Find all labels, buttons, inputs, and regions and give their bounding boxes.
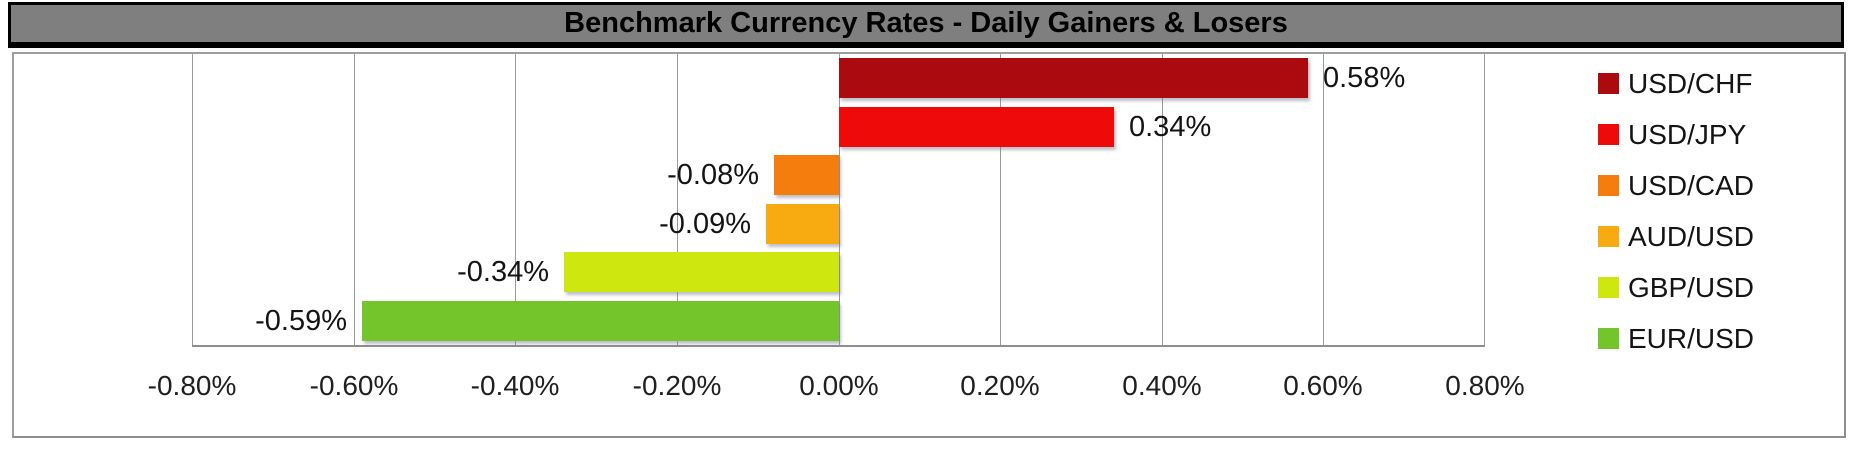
legend-swatch-icon <box>1598 226 1619 247</box>
x-tick-label: 0.60% <box>1283 370 1363 401</box>
chart-area: 0.58% 0.34% -0.08% -0.09% -0.34% -0.59% -0.80… <box>12 52 1846 438</box>
bar-value-label: 0.34% <box>1129 111 1212 143</box>
legend-swatch-icon <box>1598 277 1619 298</box>
gridline <box>1484 54 1485 345</box>
gridline <box>677 54 678 345</box>
bar-value-label: -0.09% <box>659 208 751 240</box>
legend-label: USD/CAD <box>1628 169 1755 201</box>
legend: USD/CHF USD/JPY USD/CAD AUD/USD GBP/USD EUR/U… <box>1598 58 1828 364</box>
legend-item-usd-jpy[interactable]: USD/JPY <box>1598 109 1828 160</box>
bar-usd-jpy[interactable] <box>839 107 1114 147</box>
x-tick-label: 0.20% <box>960 370 1040 401</box>
bar-usd-chf[interactable] <box>839 58 1308 98</box>
x-axis: -0.80% -0.60% -0.40% -0.20% 0.00% 0.20% 0.40% 0… <box>14 54 1844 436</box>
legend-swatch-icon <box>1598 124 1619 145</box>
bar-value-label: -0.59% <box>255 305 347 337</box>
legend-swatch-icon <box>1598 73 1619 94</box>
x-tick-label: -0.40% <box>470 370 560 401</box>
gridline <box>1323 54 1324 345</box>
plot-area: 0.58% 0.34% -0.08% -0.09% -0.34% -0.59% <box>192 54 1485 347</box>
bar-eur-usd[interactable] <box>362 301 839 341</box>
legend-label: AUD/USD <box>1628 220 1755 252</box>
x-tick-label: 0.00% <box>799 370 879 401</box>
gridline <box>192 54 193 345</box>
bar-aud-usd[interactable] <box>766 204 839 244</box>
bar-value-label: -0.08% <box>667 159 759 191</box>
gridline <box>839 54 840 345</box>
bar-gbp-usd[interactable] <box>564 252 839 292</box>
x-tick-label: -0.20% <box>632 370 722 401</box>
legend-item-gbp-usd[interactable]: GBP/USD <box>1598 262 1828 313</box>
gridline <box>1000 54 1001 345</box>
x-tick-label: 0.80% <box>1445 370 1525 401</box>
legend-item-usd-cad[interactable]: USD/CAD <box>1598 160 1828 211</box>
chart-title-bar: Benchmark Currency Rates - Daily Gainers… <box>8 2 1844 48</box>
legend-label: GBP/USD <box>1628 271 1755 303</box>
legend-item-usd-chf[interactable]: USD/CHF <box>1598 58 1828 109</box>
legend-label: EUR/USD <box>1628 322 1755 354</box>
bar-value-label: 0.58% <box>1323 62 1406 94</box>
legend-swatch-icon <box>1598 328 1619 349</box>
x-tick-label: 0.40% <box>1122 370 1202 401</box>
x-tick-label: -0.80% <box>147 370 237 401</box>
gridline <box>1162 54 1163 345</box>
bar-value-label: -0.34% <box>457 256 549 288</box>
gridline <box>354 54 355 345</box>
bar-usd-cad[interactable] <box>774 155 839 195</box>
chart-title: Benchmark Currency Rates - Daily Gainers… <box>564 7 1288 39</box>
legend-item-aud-usd[interactable]: AUD/USD <box>1598 211 1828 262</box>
legend-label: USD/JPY <box>1628 118 1747 150</box>
legend-swatch-icon <box>1598 175 1619 196</box>
x-tick-label: -0.60% <box>309 370 399 401</box>
legend-label: USD/CHF <box>1628 67 1753 99</box>
legend-item-eur-usd[interactable]: EUR/USD <box>1598 313 1828 364</box>
gridline <box>515 54 516 345</box>
